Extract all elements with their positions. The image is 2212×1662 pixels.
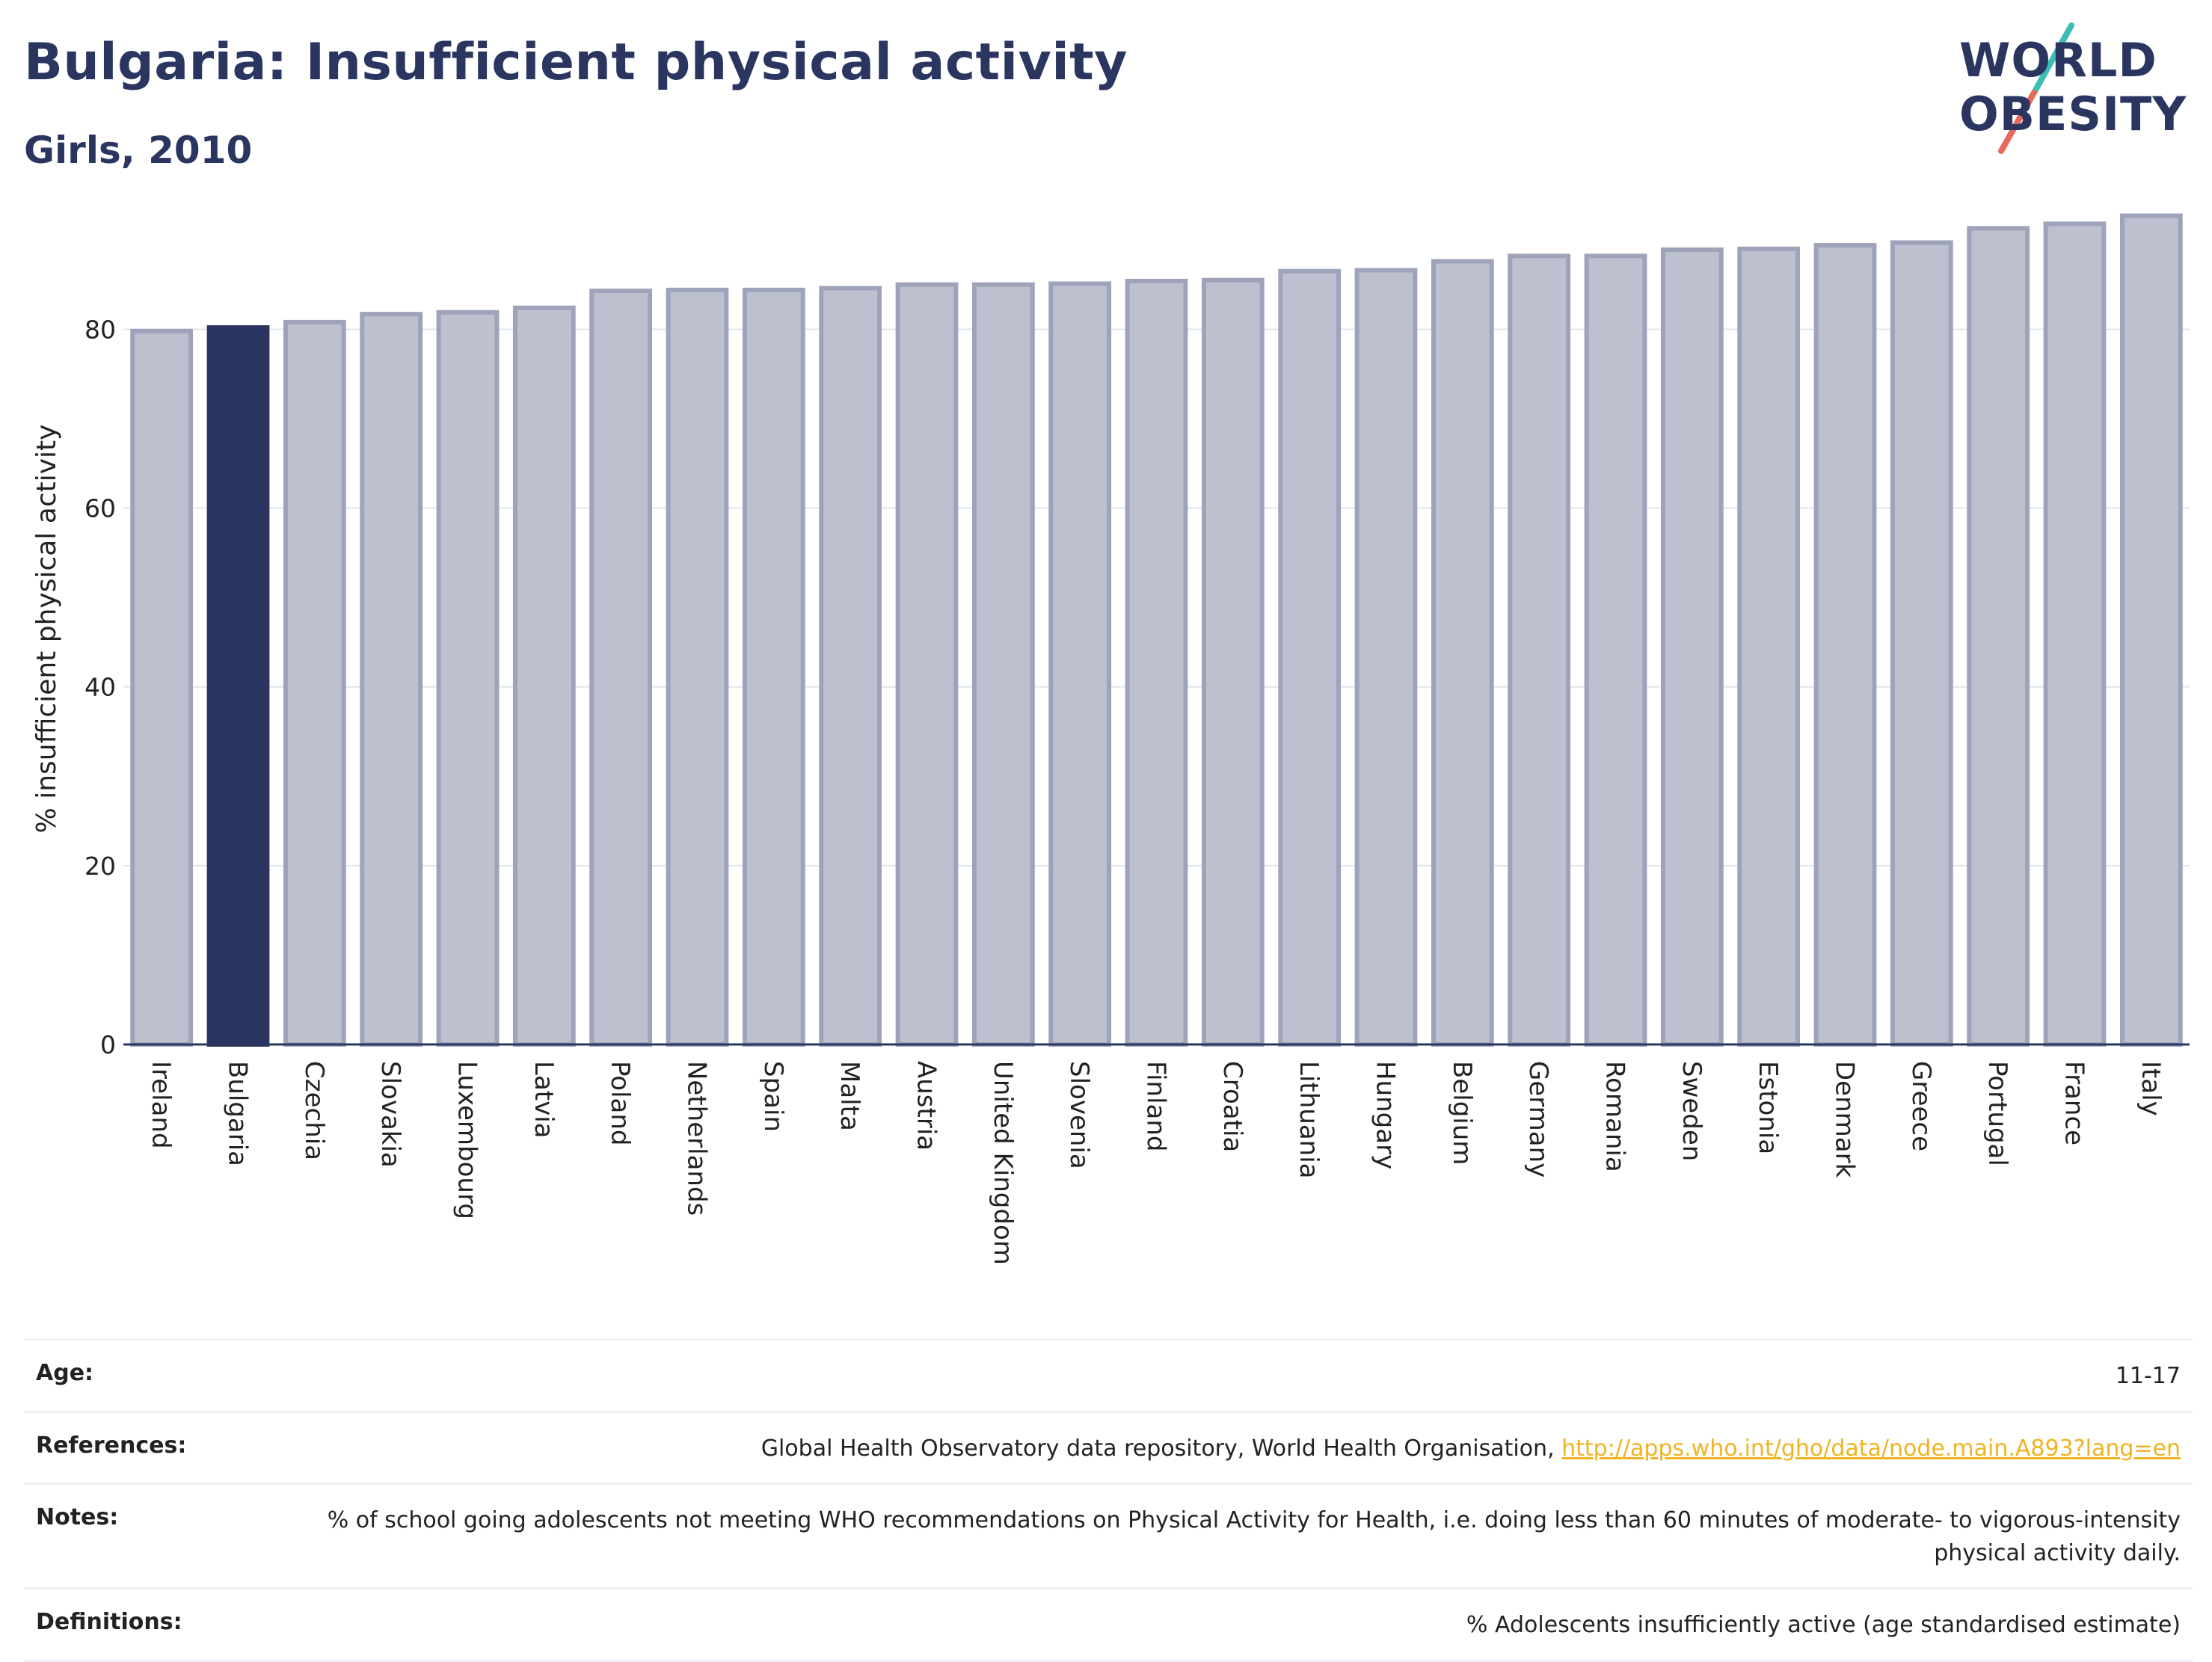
x-tick-label: Bulgaria	[223, 1061, 253, 1166]
x-tick-label: Sweden	[1677, 1061, 1706, 1161]
x-tick-label: Malta	[835, 1061, 864, 1131]
age-value: 11-17	[2115, 1363, 2181, 1389]
bar	[1048, 281, 1112, 1047]
x-tick-label: Greece	[1906, 1061, 1936, 1151]
logo-slash-icon	[1998, 22, 2074, 154]
age-label: Age:	[36, 1360, 94, 1386]
x-tick-label: Luxembourg	[452, 1061, 482, 1219]
references-label: References:	[36, 1432, 187, 1459]
y-tick-label: 80	[85, 315, 116, 344]
bar	[1125, 278, 1188, 1047]
bar	[360, 312, 423, 1047]
logo-word-world: WORLD	[1959, 33, 2157, 87]
x-tick-label: Ireland	[146, 1061, 176, 1149]
x-tick-label: Denmark	[1830, 1061, 1860, 1178]
meta-row-age: Age: 11-17	[24, 1338, 2193, 1411]
x-tick-label: France	[2059, 1061, 2089, 1145]
logo-word-obesity: OBESITY	[1959, 87, 2187, 141]
definitions-value: % Adolescents insufficiently active (age…	[1466, 1612, 2181, 1638]
bar	[436, 310, 500, 1047]
bar	[666, 287, 729, 1047]
bar	[895, 282, 959, 1047]
x-tick-label: Slovenia	[1064, 1061, 1094, 1169]
y-tick-label: 0	[100, 1030, 116, 1059]
bar	[742, 287, 805, 1047]
bar	[1967, 226, 2030, 1047]
x-tick-label: Estonia	[1753, 1061, 1783, 1154]
bar	[1584, 253, 1647, 1047]
world-obesity-logo: WORLD OBESITY	[1929, 18, 2206, 160]
bar	[130, 328, 194, 1047]
y-tick-label: 60	[85, 494, 116, 523]
chart-title: Bulgaria: Insufficient physical activity	[24, 33, 1128, 92]
bar	[1354, 268, 1418, 1047]
definitions-label: Definitions:	[36, 1609, 182, 1635]
bar	[1813, 243, 1877, 1047]
bar	[1737, 246, 1801, 1047]
meta-row-notes: Notes: % of school going adolescents not…	[24, 1483, 2193, 1587]
references-link[interactable]: http://apps.who.int/gho/data/node.main.A…	[1561, 1435, 2181, 1462]
x-tick-label: Spain	[758, 1061, 788, 1132]
bar	[819, 286, 882, 1047]
x-tick-label: Romania	[1600, 1061, 1630, 1172]
bar	[971, 282, 1035, 1047]
bar-chart: 0 20 40 60 80 % insufficient physical activit…	[31, 213, 2190, 1265]
bar	[512, 305, 576, 1047]
x-tick-label: Belgium	[1447, 1061, 1477, 1165]
x-tick-label: United Kingdom	[988, 1061, 1018, 1265]
x-tick-label: Croatia	[1217, 1061, 1247, 1152]
bar	[1278, 268, 1342, 1047]
x-tick-label: Hungary	[1371, 1061, 1401, 1169]
x-tick-label: Poland	[605, 1061, 635, 1146]
bar	[1431, 259, 1494, 1047]
metadata-table: Age: 11-17 References: Global Health Obs…	[24, 1338, 2193, 1662]
x-tick-label: Germany	[1523, 1061, 1553, 1178]
meta-row-references: References: Global Health Observatory da…	[24, 1410, 2193, 1483]
bar	[1508, 253, 1571, 1047]
references-text: Global Health Observatory data repositor…	[761, 1435, 1562, 1462]
y-tick-label: 20	[85, 852, 116, 881]
bar	[1201, 277, 1265, 1047]
bar	[2119, 213, 2183, 1047]
chart-subtitle: Girls, 2010	[24, 129, 253, 172]
notes-label: Notes:	[36, 1504, 119, 1530]
bar	[1660, 247, 1724, 1047]
x-tick-label: Latvia	[529, 1061, 559, 1139]
bar	[2043, 221, 2107, 1047]
bar-highlighted	[206, 325, 270, 1047]
notes-value: % of school going adolescents not meetin…	[327, 1507, 2181, 1566]
y-axis-title: % insufficient physical activity	[31, 425, 62, 834]
x-tick-label: Slovakia	[375, 1061, 405, 1168]
meta-row-definitions: Definitions: % Adolescents insufficientl…	[24, 1587, 2193, 1662]
x-tick-label: Lithuania	[1294, 1061, 1324, 1178]
x-tick-label: Finland	[1141, 1061, 1171, 1152]
x-tick-label: Italy	[2136, 1061, 2166, 1116]
x-tick-label: Austria	[912, 1061, 941, 1151]
references-value: Global Health Observatory data repositor…	[761, 1432, 2181, 1465]
x-tick-label: Portugal	[1982, 1061, 2012, 1166]
bar	[1890, 240, 1953, 1047]
bar	[283, 319, 346, 1047]
x-tick-label: Netherlands	[682, 1061, 712, 1216]
x-tick-label: Czechia	[299, 1061, 329, 1160]
y-tick-label: 40	[85, 673, 116, 702]
bar	[589, 289, 653, 1047]
